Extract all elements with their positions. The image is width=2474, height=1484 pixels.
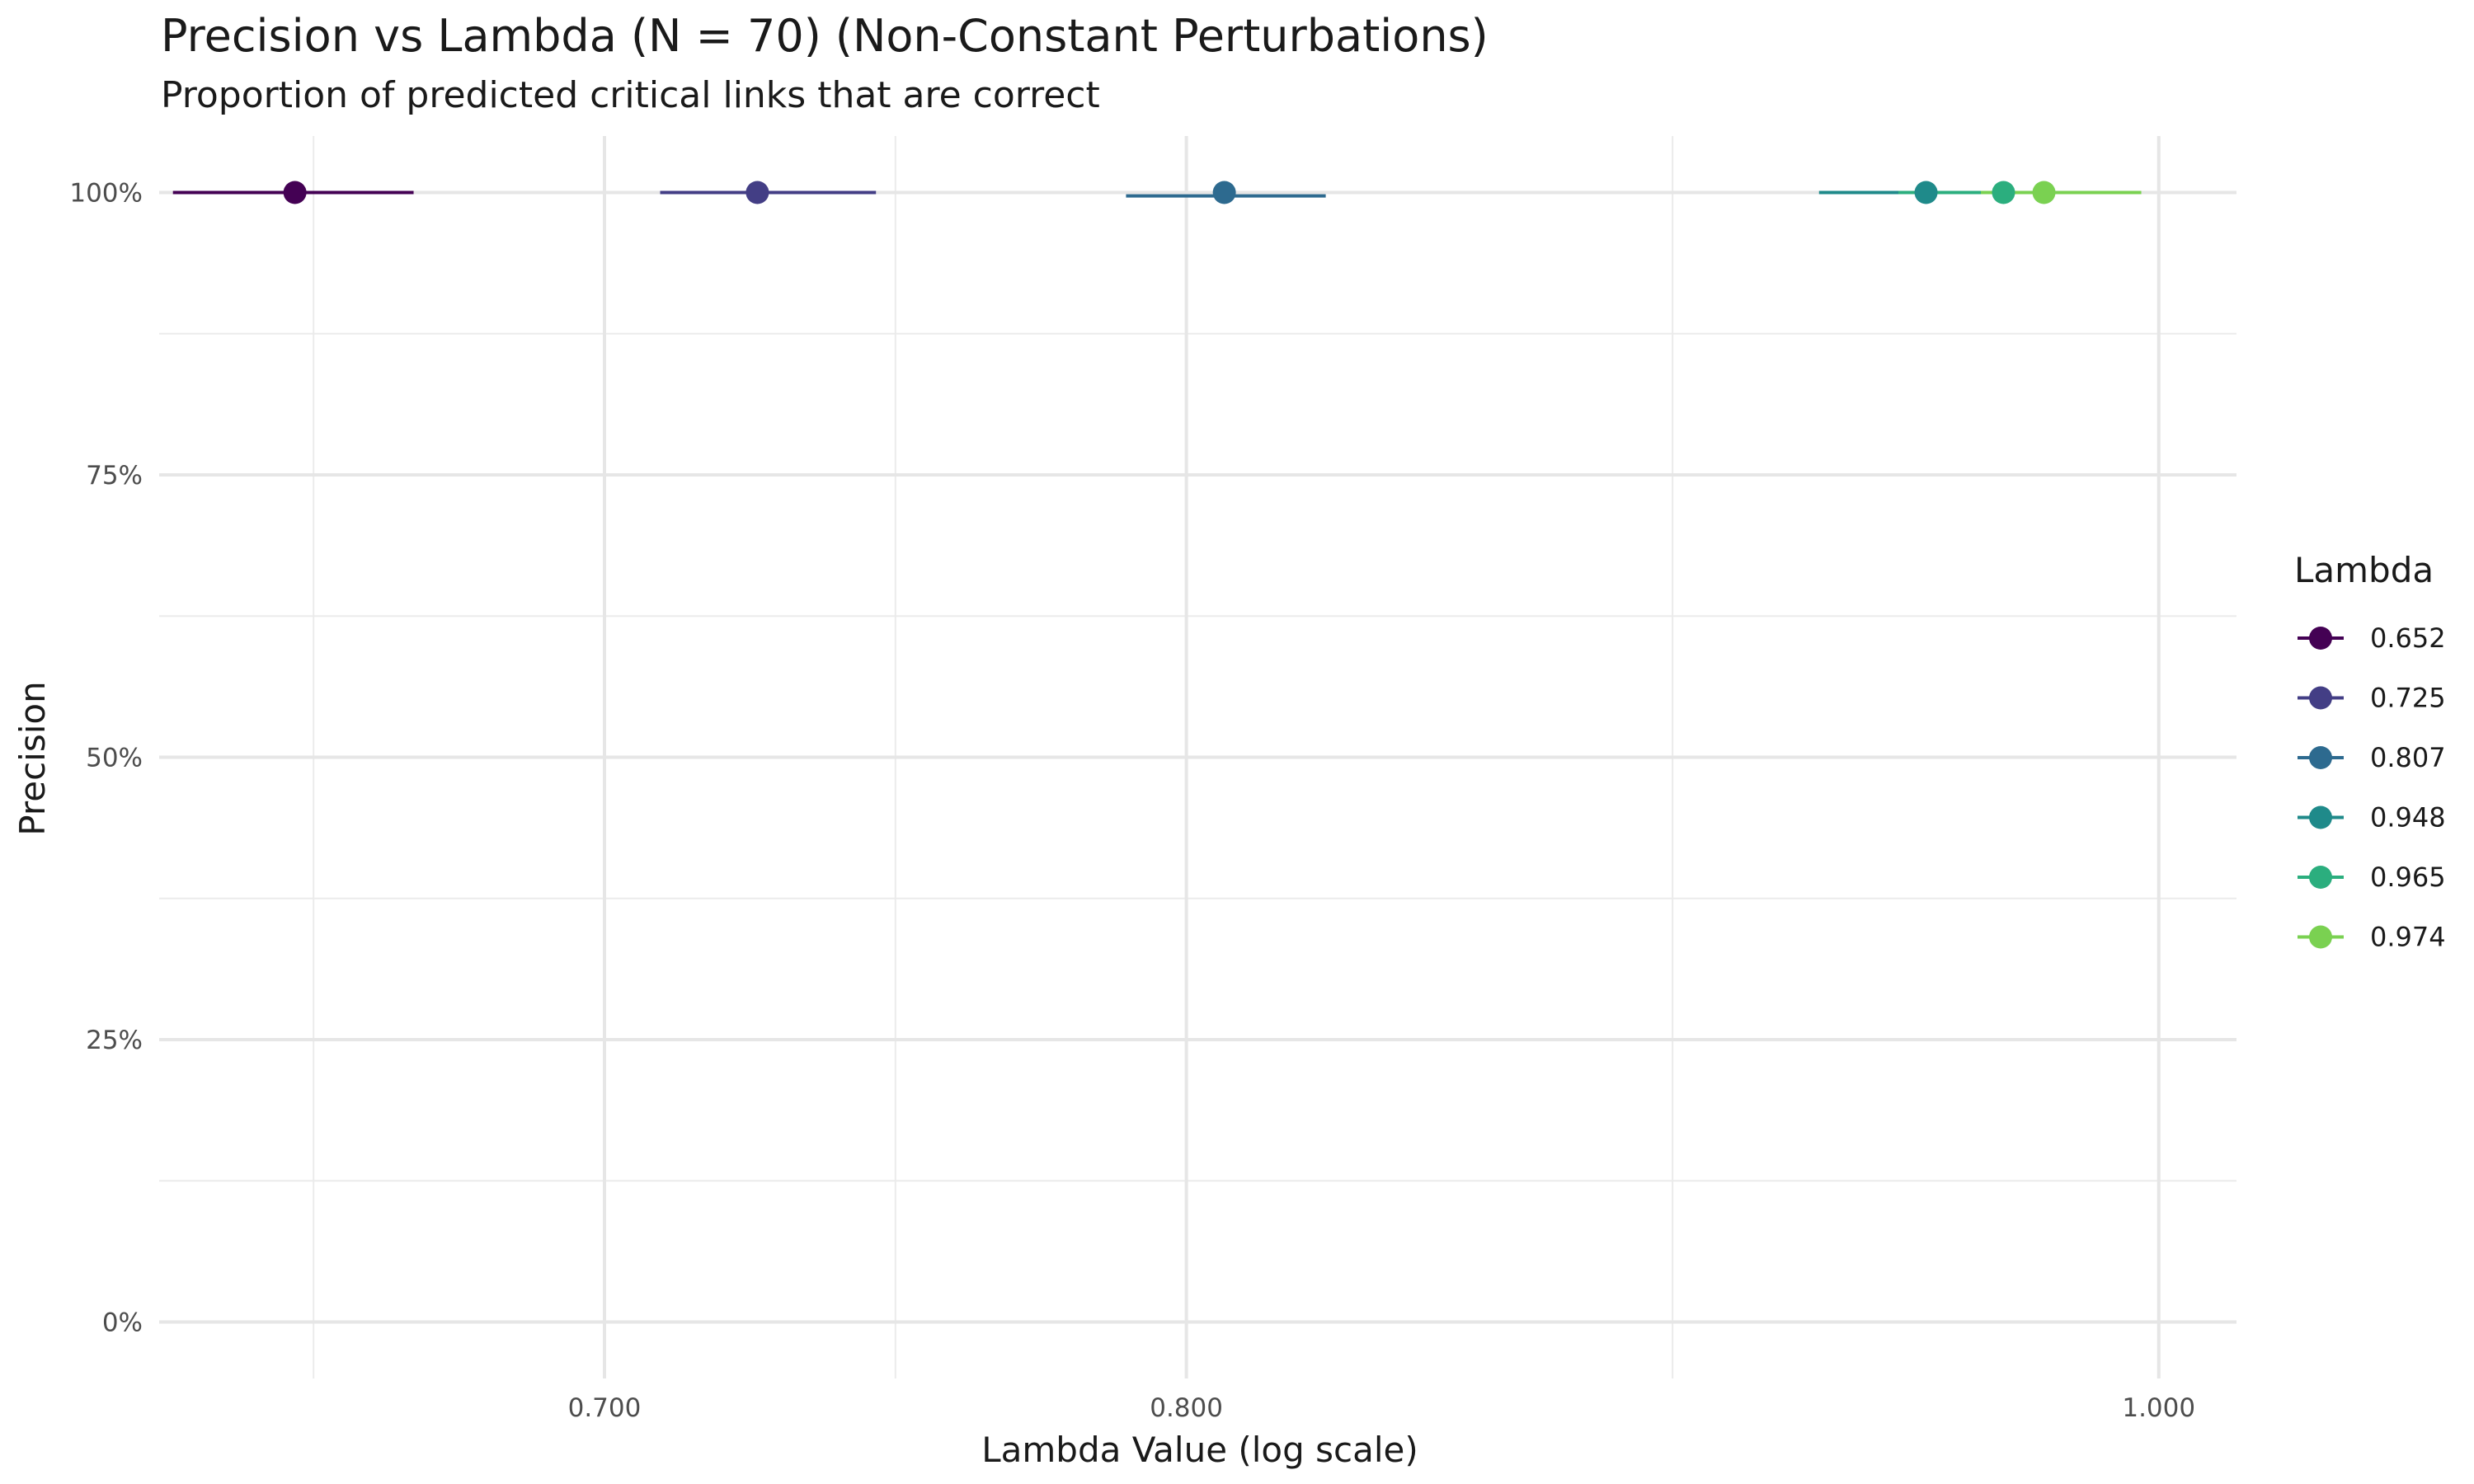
legend-item: 0.652 [2298,622,2446,654]
legend: Lambda 0.652 0.725 0.807 0.948 0.965 0.974 [2294,550,2446,953]
y-tick-label: 50% [86,744,143,773]
y-tick-label: 25% [86,1026,143,1055]
legend-item: 0.807 [2298,742,2446,773]
data-point [2032,181,2056,204]
grid [159,136,2236,1378]
legend-item: 0.948 [2298,802,2446,834]
chart-title: Precision vs Lambda (N = 70) (Non-Consta… [161,10,1489,62]
legend-key-point [2309,627,2332,650]
data-series [172,181,2142,204]
y-tick-label: 100% [69,179,143,209]
x-axis-title: Lambda Value (log scale) [981,1430,1418,1470]
chart-subtitle: Proportion of predicted critical links t… [161,74,1100,116]
x-axis-ticks: 0.700 0.800 1.000 [568,1393,2195,1423]
legend-item: 0.725 [2298,683,2446,714]
x-tick-label: 0.700 [568,1393,642,1423]
legend-item: 0.974 [2298,922,2446,953]
x-tick-label: 1.000 [2122,1393,2195,1423]
legend-label: 0.807 [2370,742,2446,773]
legend-key-point [2309,866,2332,889]
legend-label: 0.974 [2370,922,2446,953]
legend-key-point [2309,686,2332,710]
data-point [745,181,769,204]
data-point [1212,181,1236,204]
legend-title: Lambda [2294,550,2434,590]
x-tick-label: 0.800 [1150,1393,1223,1423]
legend-label: 0.652 [2370,622,2446,654]
legend-item: 0.965 [2298,862,2446,893]
legend-key-point [2309,925,2332,949]
y-tick-label: 75% [86,461,143,491]
y-axis-ticks: 0% 25% 50% 75% 100% [69,179,143,1338]
data-point [1992,181,2015,204]
y-tick-label: 0% [102,1308,143,1338]
legend-label: 0.965 [2370,862,2446,893]
legend-label: 0.948 [2370,802,2446,834]
legend-key-point [2309,805,2332,829]
data-point [283,181,307,204]
y-axis-title: Precision [12,681,53,835]
legend-key-point [2309,746,2332,769]
data-point [1914,181,1938,204]
legend-label: 0.725 [2370,683,2446,714]
